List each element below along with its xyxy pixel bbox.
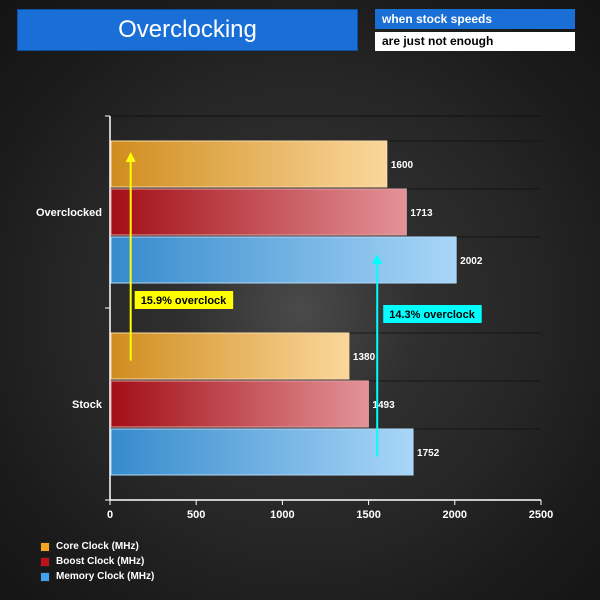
legend: Core Clock (MHz) Boost Clock (MHz) Memory … xyxy=(40,539,154,584)
x-tick-label: 1500 xyxy=(356,509,380,521)
annotation-core-box xyxy=(134,291,234,309)
data-label: 1713 xyxy=(410,208,433,219)
annotation-memory-text: 14.3% overclock xyxy=(389,309,475,321)
data-label: 1380 xyxy=(353,352,376,363)
bar xyxy=(110,236,457,284)
x-tick-label: 500 xyxy=(187,509,205,521)
legend-swatch xyxy=(40,571,50,582)
data-label: 1752 xyxy=(417,448,440,459)
subtitle-line-2: are just not enough xyxy=(375,32,575,51)
annotation-memory-box xyxy=(383,305,482,323)
bar xyxy=(110,428,414,476)
annotation-core-text: 15.9% overclock xyxy=(141,295,227,307)
legend-item: Boost Clock (MHz) xyxy=(40,554,154,569)
legend-swatch xyxy=(40,556,50,567)
legend-item: Memory Clock (MHz) xyxy=(40,569,154,584)
bar xyxy=(110,332,350,380)
legend-label: Boost Clock (MHz) xyxy=(56,556,145,567)
legend-label: Core Clock (MHz) xyxy=(56,541,139,552)
legend-item: Core Clock (MHz) xyxy=(40,539,154,554)
y-category-label: Stock xyxy=(72,399,103,411)
x-tick-label: 0 xyxy=(107,509,113,521)
legend-swatch xyxy=(40,541,50,552)
data-label: 1600 xyxy=(391,160,414,171)
y-category-label: Overclocked xyxy=(36,207,102,219)
annotation-arrowhead xyxy=(372,254,383,264)
chart-title: Overclocking xyxy=(17,9,358,51)
bar xyxy=(110,380,369,428)
x-tick-label: 1000 xyxy=(270,509,294,521)
bar xyxy=(110,140,388,188)
annotation-arrowhead xyxy=(125,152,136,162)
x-tick-label: 2500 xyxy=(529,509,553,521)
data-label: 2002 xyxy=(460,256,483,267)
data-label: 1493 xyxy=(372,400,395,411)
bar xyxy=(110,188,407,236)
legend-label: Memory Clock (MHz) xyxy=(56,571,155,582)
subtitle-line-1: when stock speeds xyxy=(375,9,575,29)
x-tick-label: 2000 xyxy=(443,509,467,521)
